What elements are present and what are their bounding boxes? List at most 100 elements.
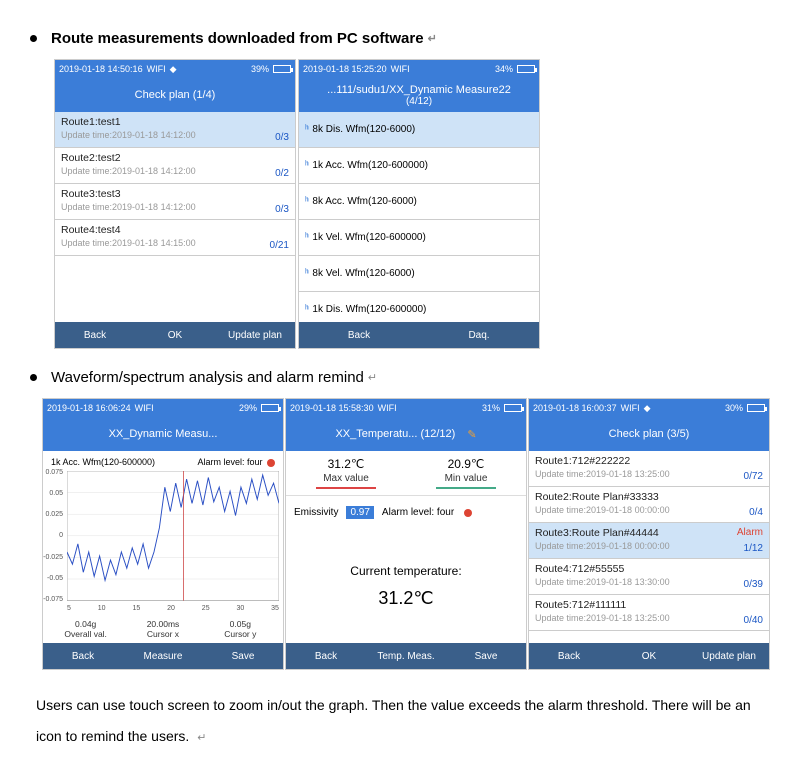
list-item[interactable]: Route4:test4 Update time:2019-01-18 14:15… xyxy=(55,220,295,256)
status-wifi: WIFI xyxy=(135,403,154,413)
footer-button[interactable]: OK xyxy=(135,330,215,341)
footer-button[interactable]: Back xyxy=(529,651,609,662)
status-wifi: WIFI xyxy=(378,403,397,413)
route-count: 0/72 xyxy=(744,471,763,482)
alarm-level-text: Alarm level: four xyxy=(382,507,454,518)
footer-button[interactable]: Daq. xyxy=(419,330,539,341)
alarm-badge: Alarm xyxy=(737,527,763,538)
emissivity-value[interactable]: 0.97 xyxy=(346,506,373,519)
x-axis-ticks: 5101520253035 xyxy=(67,605,279,617)
route-count: 0/39 xyxy=(744,579,763,590)
battery-icon xyxy=(504,404,522,412)
status-bar: 2019-01-18 16:06:24 WIFI 29% xyxy=(43,399,283,417)
wifi-icon: ◆ xyxy=(644,403,651,414)
route-name: Route4:712#55555 xyxy=(535,563,763,575)
list-item[interactable]: Route1:712#222222Update time:2019-01-18 … xyxy=(529,451,769,487)
footer-button[interactable]: Back xyxy=(299,330,419,341)
cr-mark: ↵ xyxy=(197,732,206,744)
edit-icon[interactable]: ✎ xyxy=(467,428,476,441)
measurement-label: 1k Vel. Wfm(120-600000) xyxy=(312,232,425,243)
current-temp-block: Current temperature: 31.2℃ xyxy=(286,529,526,643)
footer-button[interactable]: Temp. Meas. xyxy=(366,651,446,662)
route-update-time: Update time:2019-01-18 14:15:00 xyxy=(61,238,289,248)
route-update-time: Update time:2019-01-18 14:12:00 xyxy=(61,130,289,140)
screen-checkplan2: 2019-01-18 16:00:37 WIFI ◆ 30% Check pla… xyxy=(528,398,770,670)
status-bar: 2019-01-18 15:25:20 WIFI 34% xyxy=(299,60,539,78)
list-area: ʰᶥ8k Dis. Wfm(120-6000)ʰᶥ1k Acc. Wfm(120… xyxy=(299,112,539,322)
wave-icon: ʰᶥ xyxy=(305,160,306,171)
route-name: Route2:Route Plan#33333 xyxy=(535,491,763,503)
status-bar: 2019-01-18 14:50:16 WIFI ◆ 39% xyxy=(55,60,295,78)
route-update-time: Update time:2019-01-18 13:30:00 xyxy=(535,577,763,587)
screen-measure: 2019-01-18 15:25:20 WIFI 34% ...111/sudu… xyxy=(298,59,540,349)
status-wifi: WIFI xyxy=(621,403,640,413)
route-update-time: Update time:2019-01-18 14:12:00 xyxy=(61,202,289,212)
measurement-item[interactable]: ʰᶥ1k Acc. Wfm(120-600000) xyxy=(299,148,539,184)
waveform-chart[interactable] xyxy=(67,471,279,615)
wave-icon: ʰᶥ xyxy=(305,232,306,243)
screen-temperature: 2019-01-18 15:58:30 WIFI 31% XX_Temperat… xyxy=(285,398,527,670)
route-count: 0/3 xyxy=(275,132,289,143)
route-name: Route1:test1 xyxy=(61,116,289,128)
footer-button[interactable]: Save xyxy=(446,651,526,662)
route-update-time: Update time:2019-01-18 00:00:00 xyxy=(535,541,763,551)
chart-area[interactable]: 0.0750.050.0250-0.025-0.05-0.075 5101520… xyxy=(43,469,283,617)
route-count: 0/21 xyxy=(270,240,289,251)
chart-header: 1k Acc. Wfm(120-600000) Alarm level: fou… xyxy=(43,451,283,469)
measurement-item[interactable]: ʰᶥ8k Acc. Wfm(120-6000) xyxy=(299,184,539,220)
list-item[interactable]: Route2:Route Plan#33333Update time:2019-… xyxy=(529,487,769,523)
heading-route-measurements: Route measurements downloaded from PC so… xyxy=(30,30,770,47)
list-item[interactable]: Route3:test3Update time:2019-01-18 14:12… xyxy=(55,184,295,220)
min-bar xyxy=(436,487,496,489)
title-bar: XX_Temperatu... (12/12) ✎ xyxy=(286,417,526,451)
footer-bar: BackTemp. Meas.Save xyxy=(286,643,526,669)
status-wifi: WIFI xyxy=(147,64,166,74)
title-line1: ...111/sudu1/XX_Dynamic Measure22 xyxy=(327,84,511,96)
list-item[interactable]: Route4:712#55555 Update time:2019-01-18 1… xyxy=(529,559,769,595)
measurement-label: 1k Dis. Wfm(120-600000) xyxy=(312,304,426,315)
wave-icon: ʰᶥ xyxy=(305,196,306,207)
max-value: 31.2℃ xyxy=(286,457,406,471)
route-name: Route5:712#111111 xyxy=(535,599,763,611)
chart-stat: 0.05gCursor y xyxy=(202,619,279,639)
measurement-item[interactable]: ʰᶥ 1k Vel. Wfm(120-600000) xyxy=(299,220,539,256)
max-value-block: 31.2℃ Max value xyxy=(286,451,406,495)
list-item[interactable]: Route3:Route Plan#44444Update time:2019-… xyxy=(529,523,769,559)
footer-button[interactable]: Update plan xyxy=(689,651,769,662)
footer-button[interactable]: Measure xyxy=(123,651,203,662)
heading-waveform: Waveform/spectrum analysis and alarm rem… xyxy=(30,369,770,386)
footer-bar: BackMeasureSave xyxy=(43,643,283,669)
footer-button[interactable]: Back xyxy=(55,330,135,341)
wave-icon: ʰᶥ xyxy=(305,124,306,135)
footer-button[interactable]: OK xyxy=(609,651,689,662)
footer-button[interactable]: Update plan xyxy=(215,330,295,341)
measurement-item[interactable]: ʰᶥ1k Dis. Wfm(120-600000) xyxy=(299,292,539,322)
wifi-icon: ◆ xyxy=(170,64,177,75)
chart-stat: 20.00msCursor x xyxy=(124,619,201,639)
footer-button[interactable]: Back xyxy=(286,651,366,662)
temp-minmax: 31.2℃ Max value 20.9℃ Min value xyxy=(286,451,526,496)
current-temp-label: Current temperature: xyxy=(350,564,461,578)
route-count: 0/4 xyxy=(749,507,763,518)
list-item[interactable]: Route2:test2Update time:2019-01-18 14:12… xyxy=(55,148,295,184)
list-item[interactable]: Route5:712#111111Update time:2019-01-18 … xyxy=(529,595,769,631)
title-line2: (4/12) xyxy=(406,96,432,107)
cr-mark: ↵ xyxy=(368,371,377,384)
footer-button[interactable]: Back xyxy=(43,651,123,662)
status-pct: 39% xyxy=(251,64,269,74)
footer-button[interactable]: Save xyxy=(203,651,283,662)
status-time: 2019-01-18 14:50:16 xyxy=(59,64,143,74)
row-1: 2019-01-18 14:50:16 WIFI ◆ 39% Check pla… xyxy=(54,59,770,349)
wave-icon: ʰᶥ xyxy=(305,268,306,279)
measurement-item[interactable]: ʰᶥ8k Dis. Wfm(120-6000) xyxy=(299,112,539,148)
route-name: Route4:test4 xyxy=(61,224,289,236)
status-bar: 2019-01-18 16:00:37 WIFI ◆ 30% xyxy=(529,399,769,417)
status-pct: 31% xyxy=(482,403,500,413)
route-count: 0/3 xyxy=(275,204,289,215)
alarm-level-text: Alarm level: four xyxy=(197,457,262,467)
list-item[interactable]: Route1:test1 Update time:2019-01-18 14:12… xyxy=(55,112,295,148)
battery-icon xyxy=(261,404,279,412)
route-count: 1/12 xyxy=(744,543,763,554)
measurement-item[interactable]: ʰᶥ8k Vel. Wfm(120-6000) xyxy=(299,256,539,292)
route-count: 0/40 xyxy=(744,615,763,626)
